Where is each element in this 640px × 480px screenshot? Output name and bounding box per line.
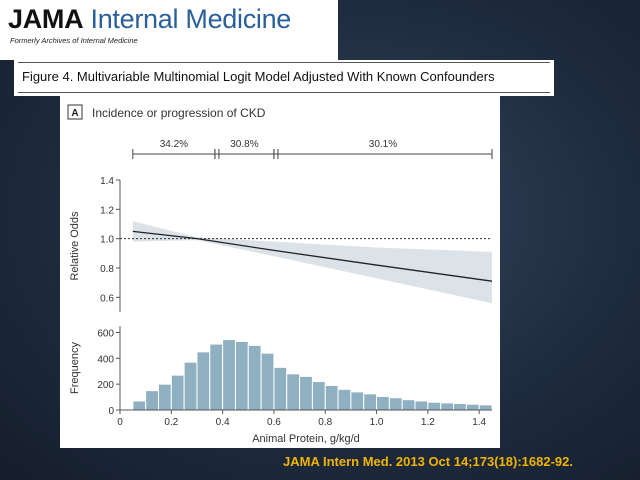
y-tick-label: 0.8 xyxy=(100,264,114,275)
histogram-bar xyxy=(260,352,275,411)
histogram-bar xyxy=(350,391,365,411)
histogram-bar xyxy=(132,400,147,411)
histogram-bar xyxy=(222,339,236,411)
x-tick-label: 0.8 xyxy=(318,417,332,428)
relative-odds-line xyxy=(132,230,493,282)
ci-band xyxy=(132,221,492,304)
y-tick-label: 0.6 xyxy=(100,293,114,304)
histogram-bar xyxy=(337,388,352,411)
hist-y-tick-label: 0 xyxy=(108,406,114,417)
journal-subtitle: Formerly Archives of Internal Medicine xyxy=(10,36,138,45)
x-tick-label: 0.4 xyxy=(216,417,230,428)
histogram-bar xyxy=(209,343,224,411)
histogram-bar xyxy=(465,403,480,411)
chart-title: Incidence or progression of CKD xyxy=(92,106,266,120)
histogram-bar xyxy=(440,402,455,411)
histogram-bar xyxy=(196,351,211,411)
figure-title-bar: Figure 4. Multivariable Multinomial Logi… xyxy=(14,60,554,96)
histogram-bar xyxy=(157,383,172,411)
histogram-bar xyxy=(363,393,378,411)
journal-name-jama: JAMA xyxy=(8,4,84,34)
segment-label: 30.8% xyxy=(230,139,258,150)
x-axis-label: Animal Protein, g/kg/d xyxy=(252,433,360,445)
segment-label: 34.2% xyxy=(160,139,188,150)
citation: JAMA Intern Med. 2013 Oct 14;173(18):168… xyxy=(283,454,573,469)
y-tick-label: 1.4 xyxy=(100,176,114,187)
hist-y-tick-label: 400 xyxy=(97,354,114,365)
x-tick-label: 0.6 xyxy=(267,417,281,428)
x-tick-label: 0.2 xyxy=(164,417,178,428)
histogram-bar xyxy=(145,390,159,411)
histogram-bar xyxy=(478,404,493,411)
figure-panel: A Incidence or progression of CKD 34.2% 30.… xyxy=(60,96,500,448)
histogram-bar xyxy=(299,375,313,411)
y-tick-label: 1.2 xyxy=(100,205,114,216)
histogram-bar xyxy=(376,395,390,411)
histogram-bar xyxy=(453,403,467,411)
histogram-bar xyxy=(388,397,403,411)
panel-label: A xyxy=(71,108,78,119)
x-tick-label: 1.4 xyxy=(472,417,486,428)
histogram-bar xyxy=(273,366,288,411)
journal-title: JAMA Internal Medicine xyxy=(8,2,291,36)
histogram-bar xyxy=(324,384,339,411)
x-tick-label: 0 xyxy=(117,417,123,428)
y-axis-label: Relative Odds xyxy=(69,211,81,281)
x-tick-label: 1.2 xyxy=(421,417,435,428)
x-tick-label: 1.0 xyxy=(370,417,384,428)
chart-svg: A Incidence or progression of CKD 34.2% 30.… xyxy=(67,104,493,445)
histogram-bar xyxy=(427,401,442,411)
title-rule-bottom xyxy=(18,92,550,93)
histogram-bar xyxy=(401,399,416,411)
hist-y-tick-label: 600 xyxy=(97,328,114,339)
histogram-bar xyxy=(311,381,326,411)
journal-name-rest: Internal Medicine xyxy=(83,4,292,34)
hist-y-tick-label: 200 xyxy=(97,380,114,391)
histogram-bar xyxy=(183,361,198,411)
histogram-bar xyxy=(234,341,249,411)
journal-header: JAMA Internal Medicine Formerly Archives… xyxy=(0,0,338,60)
segment-label: 30.1% xyxy=(369,139,397,150)
figure-title: Figure 4. Multivariable Multinomial Logi… xyxy=(22,69,495,84)
histogram-bar xyxy=(247,344,262,411)
hist-y-axis-label: Frequency xyxy=(69,342,81,394)
histogram-bar xyxy=(170,374,185,411)
histogram-bar xyxy=(286,373,301,411)
panel-label-box xyxy=(67,104,83,120)
title-rule-top xyxy=(18,62,550,63)
histogram-bar xyxy=(414,400,429,411)
y-tick-label: 1.0 xyxy=(100,235,114,246)
